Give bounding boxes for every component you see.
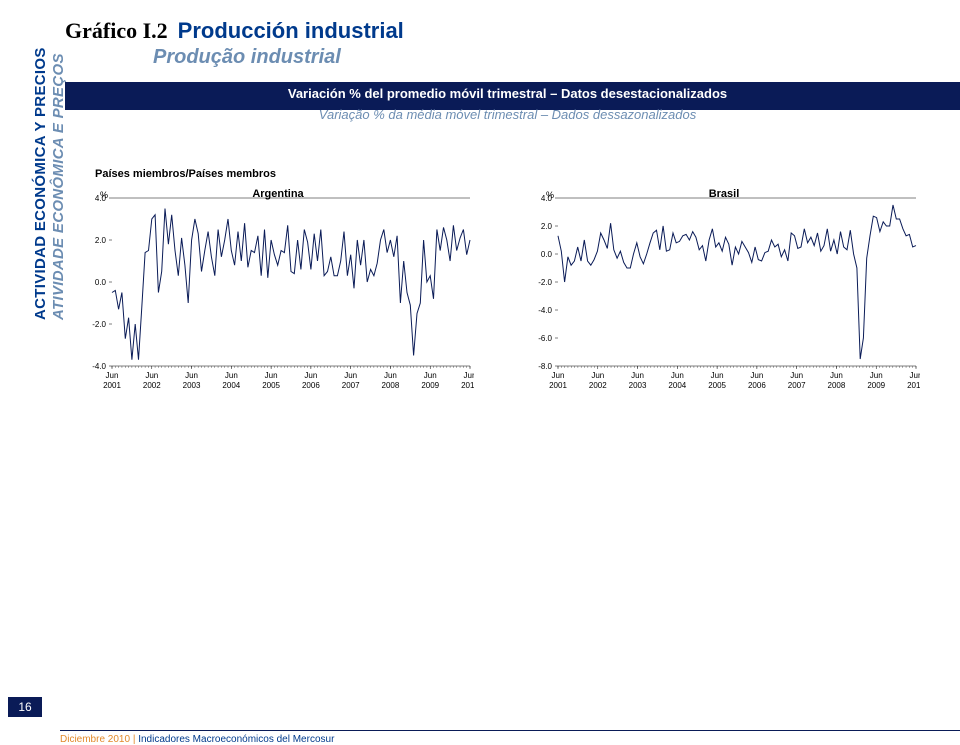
svg-text:-6.0: -6.0 xyxy=(538,334,552,343)
page-number: 16 xyxy=(8,697,42,717)
chart-prefix: Gráfico I.2 xyxy=(65,18,168,44)
svg-text:0.0: 0.0 xyxy=(95,278,107,287)
svg-text:2008: 2008 xyxy=(828,381,846,390)
svg-text:Jun: Jun xyxy=(344,371,357,380)
svg-text:Jun: Jun xyxy=(304,371,317,380)
svg-text:-2.0: -2.0 xyxy=(538,278,552,287)
subtitle-block: Variación % del promedio móvil trimestra… xyxy=(65,86,950,122)
svg-text:2.0: 2.0 xyxy=(541,222,553,231)
svg-text:2005: 2005 xyxy=(708,381,726,390)
svg-text:2004: 2004 xyxy=(222,381,240,390)
svg-text:Jun: Jun xyxy=(790,371,803,380)
chart-brasil: % Brasil 4.02.00.0-2.0-4.0-6.0-8.0Jun200… xyxy=(528,194,920,398)
svg-text:-4.0: -4.0 xyxy=(538,306,552,315)
svg-text:Jun: Jun xyxy=(384,371,397,380)
chart-title: Brasil xyxy=(528,188,920,200)
svg-text:2004: 2004 xyxy=(668,381,686,390)
svg-text:2003: 2003 xyxy=(183,381,201,390)
subtitle-pt: Variação % da média móvel trimestral – D… xyxy=(65,107,950,122)
svg-text:2008: 2008 xyxy=(382,381,400,390)
svg-text:2003: 2003 xyxy=(629,381,647,390)
footer-orange: Diciembre 2010 | xyxy=(60,734,138,745)
chart-title-main: Producción industrial xyxy=(178,18,404,44)
svg-text:2010: 2010 xyxy=(461,381,474,390)
section-header: Países miembros/Países membros xyxy=(95,168,276,180)
title-block: Gráfico I.2 Producción industrial Produç… xyxy=(65,18,950,69)
svg-text:2007: 2007 xyxy=(788,381,806,390)
svg-text:2001: 2001 xyxy=(103,381,121,390)
svg-text:Jun: Jun xyxy=(185,371,198,380)
svg-text:2009: 2009 xyxy=(421,381,439,390)
svg-text:Jun: Jun xyxy=(750,371,763,380)
footer-text: Diciembre 2010 | Indicadores Macroeconóm… xyxy=(60,734,334,745)
svg-text:Jun: Jun xyxy=(631,371,644,380)
sidebar-vertical-labels: ACTIVIDAD ECONÓMICA Y PRECIOS ATIVIDADE … xyxy=(10,20,50,320)
svg-text:2002: 2002 xyxy=(143,381,161,390)
svg-text:Jun: Jun xyxy=(106,371,119,380)
subtitle-es: Variación % del promedio móvil trimestra… xyxy=(65,86,950,101)
svg-text:Jun: Jun xyxy=(910,371,920,380)
svg-text:Jun: Jun xyxy=(591,371,604,380)
svg-text:2001: 2001 xyxy=(549,381,567,390)
svg-text:-2.0: -2.0 xyxy=(92,320,106,329)
svg-text:0.0: 0.0 xyxy=(541,250,553,259)
svg-text:Jun: Jun xyxy=(830,371,843,380)
svg-text:Jun: Jun xyxy=(424,371,437,380)
svg-text:-8.0: -8.0 xyxy=(538,362,552,371)
svg-text:Jun: Jun xyxy=(870,371,883,380)
sidebar-label-es: ACTIVIDAD ECONÓMICA Y PRECIOS xyxy=(32,47,49,320)
svg-text:Jun: Jun xyxy=(671,371,684,380)
svg-text:2.0: 2.0 xyxy=(95,236,107,245)
svg-text:2006: 2006 xyxy=(302,381,320,390)
svg-text:2005: 2005 xyxy=(262,381,280,390)
svg-text:-4.0: -4.0 xyxy=(92,362,106,371)
footer-dark: Indicadores Macroeconómicos del Mercosur xyxy=(138,734,334,745)
svg-text:Jun: Jun xyxy=(225,371,238,380)
svg-text:Jun: Jun xyxy=(552,371,565,380)
svg-text:2006: 2006 xyxy=(748,381,766,390)
chart-title: Argentina xyxy=(82,188,474,200)
svg-text:Jun: Jun xyxy=(145,371,158,380)
svg-text:2010: 2010 xyxy=(907,381,920,390)
svg-text:2002: 2002 xyxy=(589,381,607,390)
svg-text:Jun: Jun xyxy=(464,371,474,380)
chart-argentina: % Argentina 4.02.00.0-2.0-4.0Jun2001Jun2… xyxy=(82,194,474,398)
chart-brasil-svg: 4.02.00.0-2.0-4.0-6.0-8.0Jun2001Jun2002J… xyxy=(528,194,920,398)
svg-text:2007: 2007 xyxy=(342,381,360,390)
chart-title-sub: Produção industrial xyxy=(153,46,950,69)
svg-text:Jun: Jun xyxy=(265,371,278,380)
chart-argentina-svg: 4.02.00.0-2.0-4.0Jun2001Jun2002Jun2003Ju… xyxy=(82,194,474,398)
charts-row: % Argentina 4.02.00.0-2.0-4.0Jun2001Jun2… xyxy=(82,194,920,398)
svg-text:Jun: Jun xyxy=(711,371,724,380)
svg-text:2009: 2009 xyxy=(867,381,885,390)
footer-rule xyxy=(60,730,960,731)
